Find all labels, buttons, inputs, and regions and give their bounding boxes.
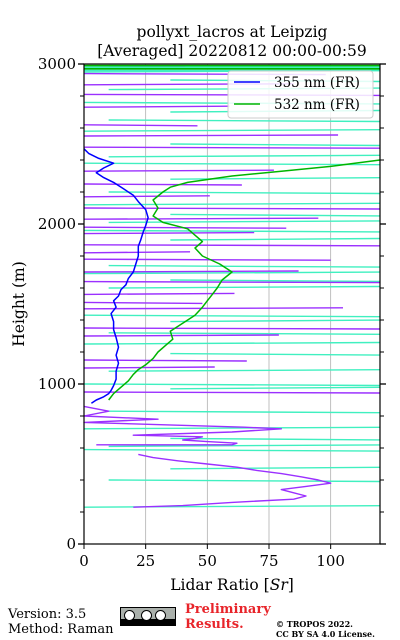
uncertainty-line-532	[108, 410, 381, 414]
y-tick-label: 3000	[38, 55, 76, 73]
uncertainty-line-532	[170, 177, 381, 180]
uncertainty-line-532	[108, 154, 381, 158]
uncertainty-line-532	[170, 437, 381, 441]
series-line-532	[108, 159, 381, 401]
legend-label-355: 355 nm (FR)	[274, 75, 360, 91]
uncertainty-line-532	[108, 332, 381, 335]
uncertainty-line-532	[83, 229, 381, 233]
uncertainty-line-532	[83, 314, 381, 318]
uncertainty-line-532	[108, 285, 381, 289]
uncertainty-line-355	[83, 292, 235, 296]
license-line1: © TROPOS 2022.	[276, 619, 353, 629]
uncertainty-line-355	[83, 134, 339, 137]
uncertainty-line-355	[83, 301, 203, 305]
uncertainty-line-355	[83, 207, 381, 210]
uncertainty-line-355	[83, 146, 381, 149]
legend-label-532: 532 nm (FR)	[274, 97, 360, 113]
uncertainty-line-532	[83, 202, 381, 206]
uncertainty-line-532	[170, 319, 381, 323]
uncertainty-line-355	[83, 169, 274, 172]
uncertainty-line-355	[83, 366, 215, 369]
uncertainty-line-532	[108, 444, 381, 448]
x-axis-label: Lidar Ratio [Sr]	[170, 576, 294, 594]
legend: 355 nm (FR) 532 nm (FR)	[227, 70, 374, 119]
x-tick-label: 100	[316, 552, 345, 570]
uncertainty-line-355	[83, 244, 381, 247]
uncertainty-line-532	[170, 466, 381, 470]
uncertainty-line-532	[170, 237, 381, 241]
uncertainty-line-532	[83, 426, 381, 430]
y-tick-label: 2000	[38, 215, 76, 233]
uncertainty-line-355	[83, 258, 331, 261]
uncertainty-line-355	[83, 359, 247, 362]
uncertainty-line-355	[83, 124, 198, 127]
uncertainty-line-355	[83, 391, 381, 394]
cc-license-icon	[120, 607, 176, 626]
uncertainty-line-532	[83, 383, 381, 387]
uncertainty-line-355	[83, 270, 299, 273]
uncertainty-line-355	[83, 280, 381, 284]
uncertainty-line-532	[83, 129, 381, 132]
uncertainty-line-355	[83, 195, 210, 198]
x-tick-label: 50	[198, 552, 217, 570]
uncertainty-line-532	[108, 191, 381, 195]
license-line2: CC BY SA 4.0 License.	[276, 629, 375, 639]
y-tick-label: 0	[66, 535, 76, 553]
series-line-355	[83, 148, 149, 404]
uncertainty-line-532	[170, 143, 381, 147]
legend-box	[227, 70, 374, 119]
chart-title-line2: [Averaged] 20220812 00:00-00:59	[97, 42, 367, 60]
uncertainty-line-532	[83, 448, 381, 452]
uncertainty-profile-355-upper	[83, 405, 282, 446]
uncertainty-line-532	[170, 213, 381, 217]
uncertainty-line-532	[108, 369, 381, 372]
uncertainty-line-355	[83, 327, 381, 330]
y-axis-label: Height (m)	[10, 261, 28, 347]
x-axis-ticks: 0 25 50 75 100	[79, 544, 345, 570]
x-tick-label: 75	[259, 552, 278, 570]
uncertainty-line-355	[83, 217, 319, 220]
uncertainty-line-532	[108, 119, 381, 123]
x-tick-label: 25	[136, 552, 155, 570]
uncertainty-line-532	[170, 386, 381, 390]
uncertainty-line-532	[170, 352, 381, 356]
uncertainty-line-355	[83, 105, 230, 108]
version-text: Version: 3.5	[8, 607, 87, 622]
chart-title-line1: pollyxt_lacros at Leipzig	[137, 23, 328, 41]
uncertainty-line-355	[83, 251, 191, 254]
preliminary-line1: Preliminary	[185, 602, 271, 617]
y-tick-label: 1000	[38, 375, 76, 393]
uncertainty-profile-355-lower	[133, 453, 332, 508]
uncertainty-line-532	[170, 279, 381, 283]
uncertainty-line-532	[108, 264, 381, 268]
y-axis-ticks: 0 1000 2000 3000	[38, 55, 386, 553]
uncertainty-traces	[83, 64, 381, 508]
uncertainty-line-532	[83, 162, 381, 166]
license-text: © TROPOS 2022. CC BY SA 4.0 License.	[276, 619, 375, 639]
preliminary-line2: Results.	[185, 617, 244, 632]
method-text: Method: Raman	[8, 622, 114, 637]
x-tick-label: 0	[79, 552, 89, 570]
uncertainty-line-532	[83, 505, 381, 508]
uncertainty-line-355	[83, 231, 255, 235]
uncertainty-line-355	[83, 183, 242, 186]
preliminary-notice: Preliminary Results.	[185, 602, 271, 632]
uncertainty-line-355	[83, 334, 279, 337]
uncertainty-line-532	[108, 479, 381, 483]
uncertainty-line-532	[108, 220, 381, 224]
plot-frame	[83, 63, 381, 545]
uncertainty-line-355	[83, 307, 344, 310]
uncertainty-line-532	[83, 341, 381, 345]
data-series	[83, 148, 381, 404]
